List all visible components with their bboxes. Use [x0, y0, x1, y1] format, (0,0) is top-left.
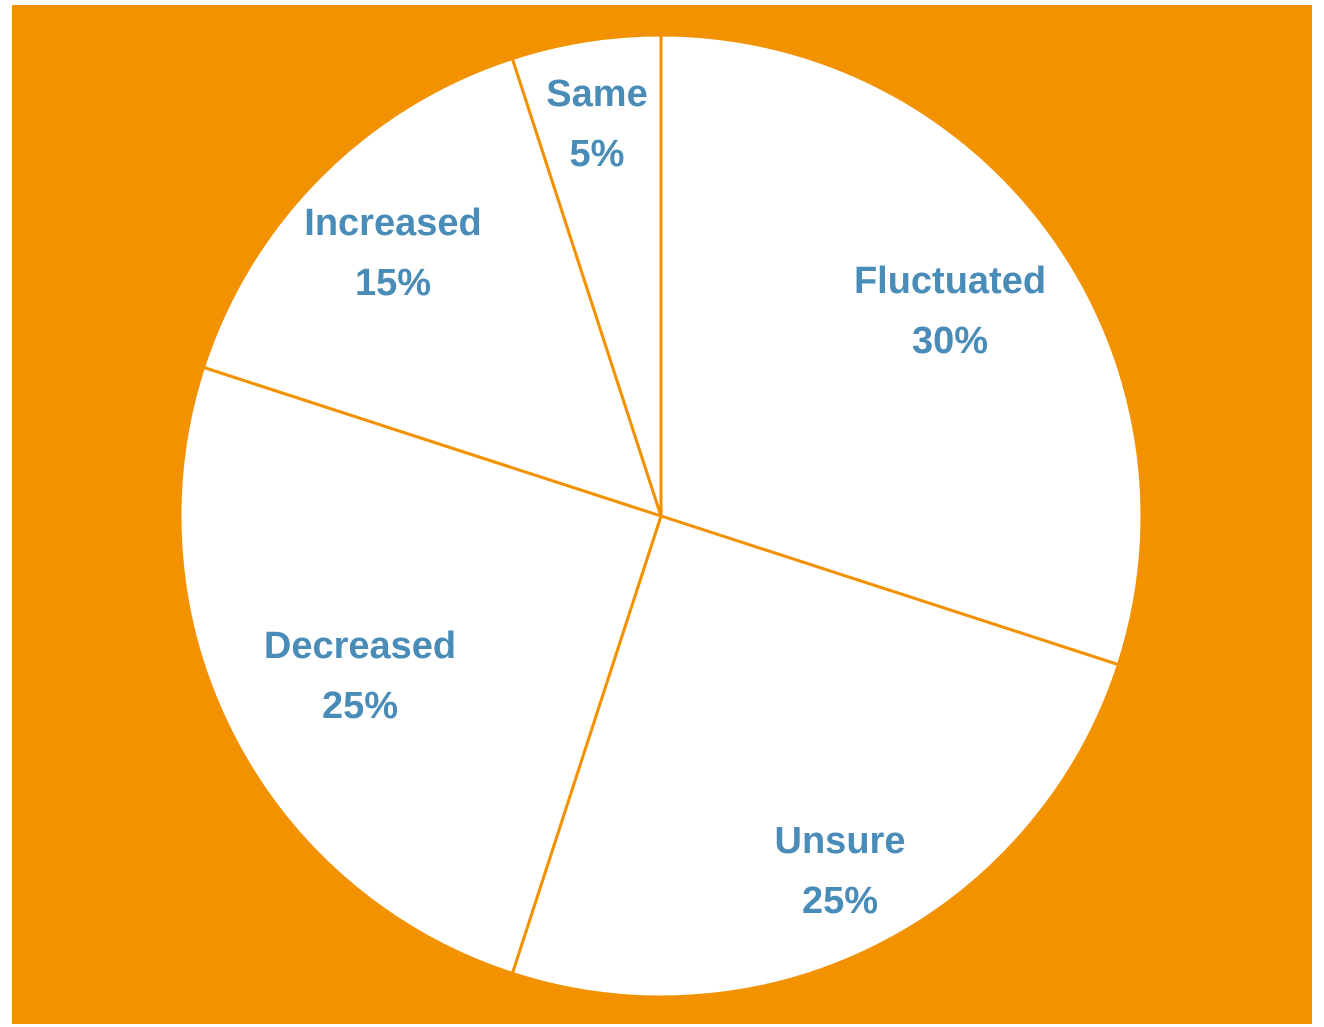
- slice-value-decreased: 25%: [322, 685, 398, 727]
- slice-value-unsure: 25%: [802, 880, 878, 922]
- slice-label-unsure: Unsure: [775, 820, 906, 862]
- slices-layer: [178, 33, 1144, 999]
- pie-slice-unsure: [510, 514, 1120, 999]
- pie-slice-same: [510, 33, 663, 518]
- pie-slice-decreased: [178, 365, 663, 975]
- labels-layer: Fluctuated 30% Unsure 25% Decreased 25% Increa…: [264, 73, 1046, 922]
- slice-value-fluctuated: 30%: [912, 320, 988, 362]
- pie-slice-increased: [202, 57, 663, 518]
- slice-label-fluctuated: Fluctuated: [854, 260, 1046, 302]
- slice-value-same: 5%: [570, 133, 625, 175]
- slice-label-increased: Increased: [304, 202, 481, 244]
- pie-slice-fluctuated: [659, 33, 1144, 667]
- slice-label-same: Same: [546, 73, 647, 115]
- slice-label-decreased: Decreased: [264, 625, 456, 667]
- slice-value-increased: 15%: [355, 262, 431, 304]
